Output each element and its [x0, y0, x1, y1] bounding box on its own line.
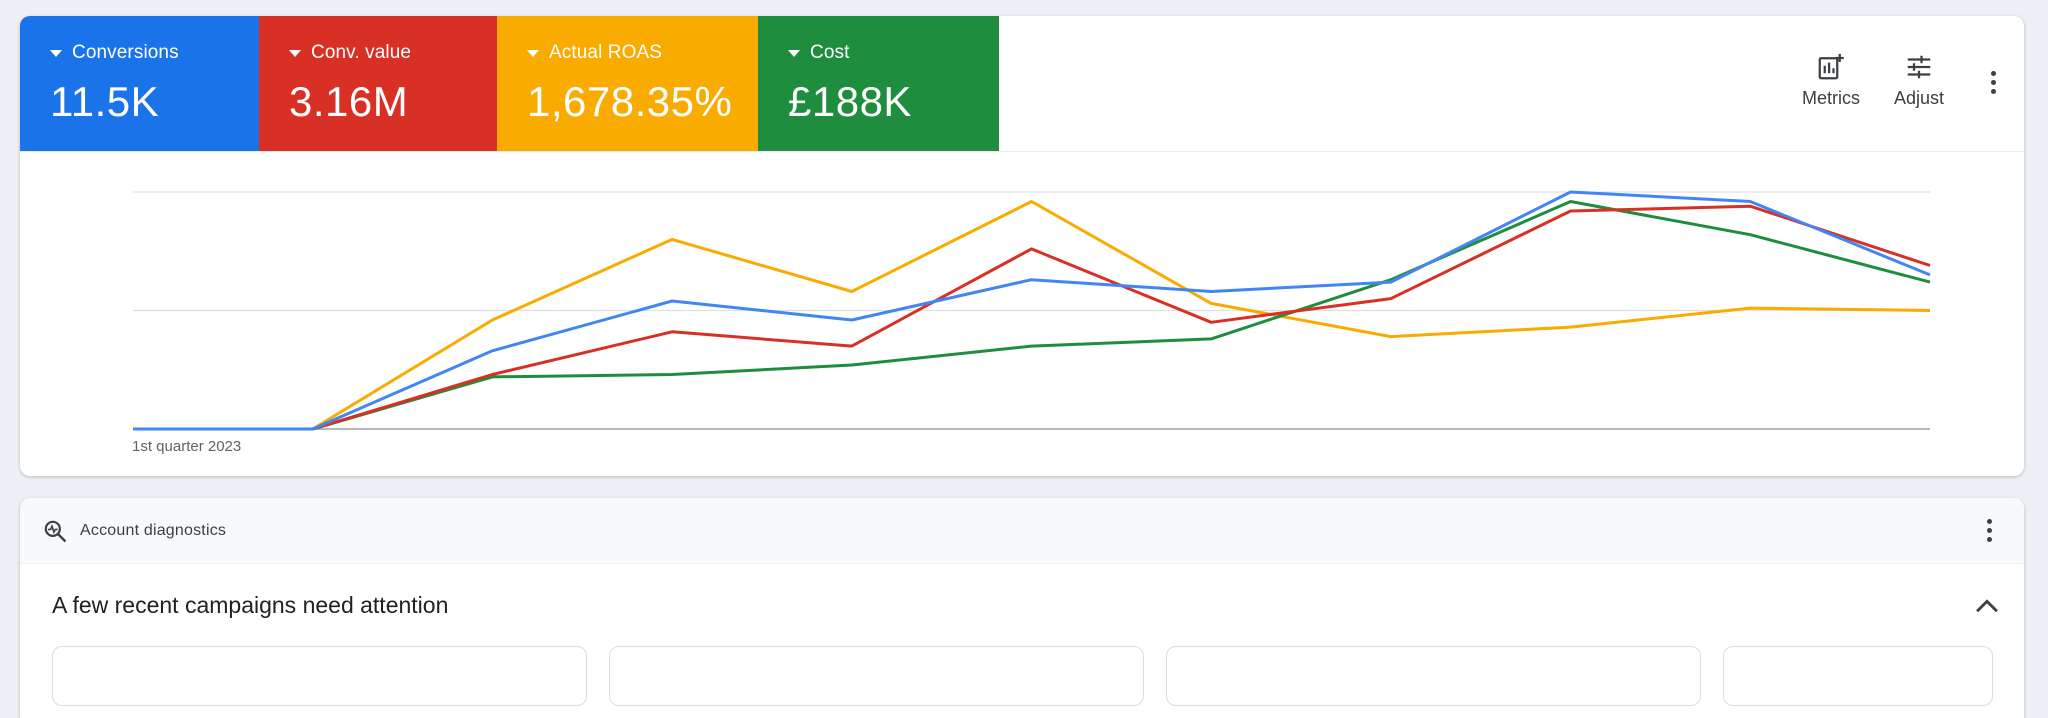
scorecard-cost[interactable]: Cost £188K [758, 16, 999, 151]
scorecards-row: Conversions 11.5K Conv. value 3.16M Actu… [20, 16, 999, 151]
chart-toolbar: Metrics Adjust [1802, 52, 2008, 112]
campaign-card[interactable] [1166, 646, 1701, 706]
performance-chart: 1st quarter 2023 [20, 152, 2024, 455]
scorecard-label-row: Cost [788, 42, 999, 64]
series-line-actual-roas[interactable] [133, 200, 1931, 431]
scorecard-label-row: Conv. value [289, 42, 497, 64]
scorecard-conversions[interactable]: Conversions 11.5K [20, 16, 259, 151]
diagnostics-header: Account diagnostics [20, 498, 2024, 564]
campaign-cards-row [52, 646, 1993, 706]
campaign-card[interactable] [609, 646, 1144, 706]
caret-down-icon[interactable] [788, 49, 800, 57]
scorecard-label-row: Actual ROAS [527, 42, 758, 64]
series-line-cost[interactable] [133, 200, 1931, 431]
scorecard-actual-roas[interactable]: Actual ROAS 1,678.35% [497, 16, 758, 151]
divider [20, 151, 2024, 152]
series-line-conversions[interactable] [133, 190, 1931, 431]
campaign-card[interactable] [52, 646, 587, 706]
adjust-label: Adjust [1893, 88, 1944, 108]
scorecard-label: Cost [810, 42, 850, 63]
caret-down-icon[interactable] [289, 49, 301, 57]
diagnostics-title: Account diagnostics [80, 521, 227, 539]
scorecard-value: 1,678.35% [527, 78, 733, 125]
caret-down-icon[interactable] [527, 49, 539, 57]
scorecard-value: 3.16M [289, 78, 409, 125]
series-line-conv-value[interactable] [133, 204, 1931, 431]
scorecard-label-row: Conversions [50, 42, 259, 64]
tune-icon [1907, 55, 1931, 79]
scorecard-value: 11.5K [50, 78, 160, 125]
scorecard-conv-value[interactable]: Conv. value 3.16M [259, 16, 497, 151]
more-options-icon[interactable] [1974, 511, 2004, 551]
x-axis-tick-label: 1st quarter 2023 [132, 438, 242, 455]
bar-chart-add-icon [1818, 53, 1844, 80]
adjust-button[interactable]: Adjust [1894, 52, 1944, 109]
line-chart [133, 190, 1931, 431]
performance-card: Conversions 11.5K Conv. value 3.16M Actu… [20, 16, 2024, 476]
scorecard-label: Conversions [72, 42, 179, 63]
more-options-icon[interactable] [1978, 52, 2008, 112]
diagnostics-search-icon [44, 520, 66, 542]
scorecard-label: Conv. value [311, 42, 412, 63]
metrics-label: Metrics [1801, 88, 1860, 108]
scorecard-label: Actual ROAS [549, 42, 663, 63]
campaign-card[interactable] [1723, 646, 1993, 706]
chevron-up-icon[interactable] [1970, 590, 2004, 624]
metrics-button[interactable]: Metrics [1802, 52, 1860, 109]
caret-down-icon[interactable] [50, 49, 62, 57]
attention-heading: A few recent campaigns need attention [52, 592, 449, 618]
account-diagnostics-card: Account diagnostics A few recent campaig… [20, 498, 2024, 718]
scorecard-value: £188K [788, 78, 912, 125]
